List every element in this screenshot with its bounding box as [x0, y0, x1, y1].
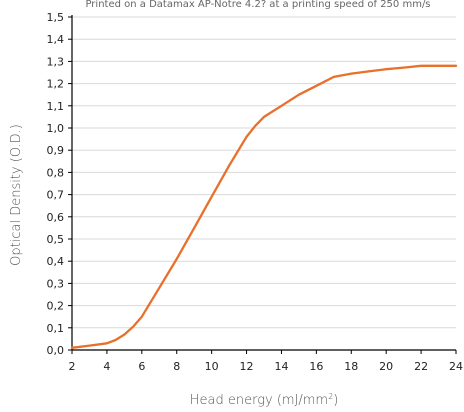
- x-tick-label: 24: [449, 360, 463, 373]
- x-tick-label: 10: [205, 360, 219, 373]
- y-tick-label: 0,9: [47, 144, 65, 157]
- y-tick-label: 1,2: [47, 78, 65, 91]
- x-tick-label: 6: [138, 360, 145, 373]
- x-axis-title-close: ): [333, 393, 338, 408]
- x-axis-title-superscript: 2: [328, 392, 333, 401]
- y-tick-label: 0,0: [47, 344, 65, 357]
- y-tick-label: 1,5: [47, 11, 65, 24]
- x-tick-label: 22: [414, 360, 428, 373]
- x-tick-label: 4: [103, 360, 110, 373]
- x-tick-label: 2: [69, 360, 76, 373]
- x-tick-label: 18: [344, 360, 358, 373]
- y-tick-label: 0,6: [47, 211, 65, 224]
- y-tick-label: 0,4: [47, 255, 65, 268]
- y-tick-label: 0,5: [47, 233, 65, 246]
- grid: [72, 16, 456, 329]
- x-tick-label: 12: [240, 360, 254, 373]
- y-axis-ticks: 0,0 0,1 0,2 0,3 0,4 0,5 0,6 0,7 0,8 0,9 1,0 1,1 1,2 1…: [47, 11, 72, 357]
- y-tick-label: 0,2: [47, 300, 65, 313]
- y-tick-label: 1,4: [47, 33, 65, 46]
- y-axis-title: Optical Density (O.D.): [9, 124, 24, 266]
- y-tick-label: 1,1: [47, 100, 65, 113]
- x-tick-label: 20: [379, 360, 393, 373]
- y-tick-label: 0,1: [47, 322, 65, 335]
- y-tick-label: 0,8: [47, 166, 65, 179]
- axes: [71, 15, 456, 351]
- x-axis-title: Head energy (mJ/mm2): [190, 392, 339, 408]
- x-tick-label: 14: [274, 360, 288, 373]
- y-tick-label: 1,3: [47, 55, 65, 68]
- y-tick-label: 0,3: [47, 277, 65, 290]
- y-tick-label: 0,7: [47, 189, 65, 202]
- y-tick-label: 1,0: [47, 122, 65, 135]
- series-line: [70, 64, 458, 349]
- x-axis-ticks: 2 4 6 8 10 12 14 16 18 20 22 24: [69, 350, 463, 373]
- x-tick-label: 8: [173, 360, 180, 373]
- chart-title: Printed on a Datamax AP-Notre 4.2? at a …: [85, 0, 430, 10]
- series-group: [70, 64, 458, 349]
- x-axis-title-main: Head energy (mJ/mm: [190, 393, 328, 408]
- x-tick-label: 16: [309, 360, 323, 373]
